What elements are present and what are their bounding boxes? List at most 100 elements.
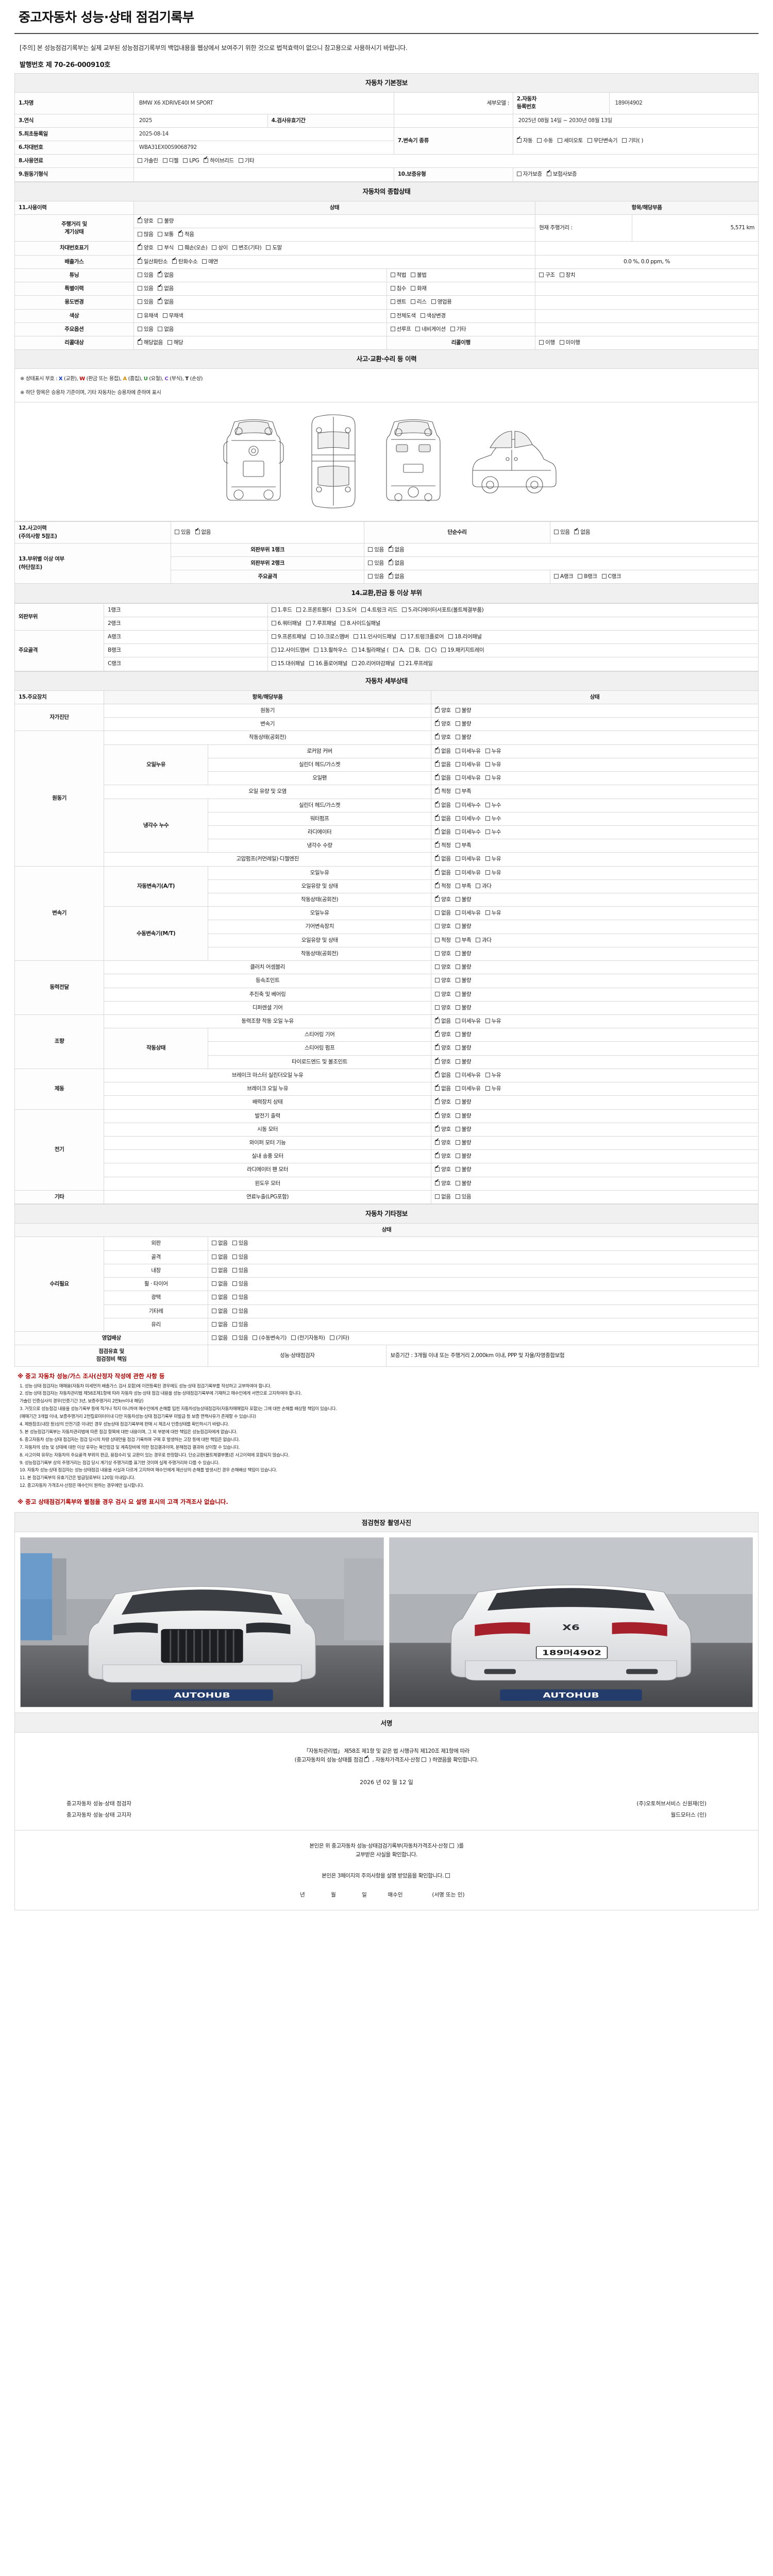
detail-2-0-checkbox-0[interactable] [435,868,440,875]
mileage-amount-list-option-0[interactable]: 많음 [137,231,154,239]
exchange-3-checkbox-4[interactable] [409,648,414,653]
repair-3-checkbox-1[interactable] [232,1281,237,1286]
color-a-list-checkbox-1[interactable] [162,313,167,318]
repair-4-option-0[interactable]: 없음 [212,1294,228,1301]
paint-list-checkbox-4[interactable] [329,1335,334,1340]
detail-6-5-checkbox-1[interactable] [455,1180,460,1185]
detail-6-3-checkbox-0[interactable] [435,1151,440,1159]
tuning-c-list-option-0[interactable]: 구조 [539,272,555,279]
repair-6-option-0[interactable]: 없음 [212,1321,228,1329]
rank1-list-option-0[interactable]: 있음 [368,546,384,554]
detail-2-0-option-1[interactable]: 미세누유 [455,869,481,877]
repair-6-checkbox-1[interactable] [232,1321,237,1327]
detail-1-2-option-1[interactable]: 미세누유 [455,761,481,769]
detail-4-2-option-1[interactable]: 불량 [455,1044,472,1052]
warranty-options-list-checkbox-1[interactable] [546,170,551,177]
exchange-0-checkbox-0[interactable] [271,607,276,612]
mileage-quality-list-checkbox-0[interactable] [137,216,142,223]
detail-6-2-checkbox-1[interactable] [455,1140,460,1145]
paint-list-option-3[interactable]: (전기자동차) [291,1334,325,1342]
frame-rank-list-checkbox-2[interactable] [601,574,607,579]
frame-list-option-0[interactable]: 있음 [368,573,384,581]
detail-6-5-option-0[interactable]: 양호 [435,1179,451,1188]
mileage-amount-list-option-1[interactable]: 보통 [158,231,174,239]
detail-6-4-checkbox-1[interactable] [455,1167,460,1172]
simple-repair-list-option-1[interactable]: 없음 [574,528,590,536]
recall-a-list-checkbox-1[interactable] [167,340,172,345]
vin-mark-list-checkbox-3[interactable] [212,245,217,250]
repair-6-checkbox-0[interactable] [212,1321,217,1327]
detail-0-0-option-0[interactable]: 양호 [435,706,451,715]
detail-1-9-checkbox-0[interactable] [435,854,440,861]
trans-options-list-checkbox-2[interactable] [557,138,562,143]
detail-3-0-option-0[interactable]: 양호 [435,963,451,971]
tuning-b-list-option-1[interactable]: 불법 [411,272,427,279]
mileage-amount-list-option-2[interactable]: 적음 [178,230,194,239]
tuning-a-list-option-1[interactable]: 없음 [158,270,174,279]
vin-mark-list-checkbox-4[interactable] [232,245,237,250]
detail-6-4-option-1[interactable]: 불량 [455,1166,472,1174]
rank1-list-checkbox-0[interactable] [368,547,373,552]
recall-b-list-option-1[interactable]: 미이행 [559,339,580,347]
detail-3-1-option-1[interactable]: 불량 [455,977,472,985]
detail-6-1-checkbox-1[interactable] [455,1126,460,1131]
repair-3-option-1[interactable]: 있음 [232,1280,248,1288]
frame-list-option-1[interactable]: 없음 [388,572,405,581]
detail-1-0-option-0[interactable]: 양호 [435,733,451,741]
detail-1-7-checkbox-1[interactable] [455,829,460,834]
detail-2-0-option-0[interactable]: 없음 [435,868,451,877]
fuel-options-list-checkbox-1[interactable] [162,158,167,163]
tuning-b-list-option-0[interactable]: 적법 [390,272,406,279]
vin-mark-list-option-4[interactable]: 변조(기타) [232,244,262,252]
detail-2-1-checkbox-1[interactable] [455,883,460,888]
detail-1-3-option-2[interactable]: 누유 [485,774,501,782]
vin-mark-list-option-3[interactable]: 상이 [212,244,228,252]
detail-0-1-option-0[interactable]: 양호 [435,719,451,728]
trans-options-list-option-1[interactable]: 수동 [537,137,553,145]
exchange-4-checkbox-2[interactable] [351,661,357,666]
detail-1-2-option-2[interactable]: 누유 [485,761,501,769]
exchange-3-checkbox-6[interactable] [441,648,446,653]
detail-5-0-checkbox-2[interactable] [485,1072,490,1077]
detail-1-1-checkbox-2[interactable] [485,748,490,753]
exchange-2-option-3[interactable]: 17.트렁크플로어 [401,633,444,641]
exchange-1-checkbox-1[interactable] [306,620,311,625]
detail-2-5-option-1[interactable]: 부족 [455,937,472,944]
rank1-list-option-1[interactable]: 없음 [388,545,405,554]
vin-mark-list-checkbox-5[interactable] [266,245,271,250]
paint-list-option-0[interactable]: 없음 [212,1334,228,1342]
detail-1-7-checkbox-0[interactable] [435,827,440,834]
detail-1-9-checkbox-1[interactable] [455,856,460,861]
rank2-list-checkbox-1[interactable] [388,558,393,565]
detail-1-1-option-1[interactable]: 미세누유 [455,748,481,755]
detail-3-1-option-0[interactable]: 양호 [435,977,451,985]
exchange-3-option-5[interactable]: C) [425,647,437,654]
exchange-2-option-1[interactable]: 10.크로스맴버 [311,633,349,641]
detail-2-3-option-2[interactable]: 누유 [485,909,501,917]
exchange-1-checkbox-2[interactable] [341,620,346,625]
emission-list-checkbox-2[interactable] [202,259,207,264]
trans-options-list-checkbox-4[interactable] [622,138,627,143]
detail-0-0-checkbox-0[interactable] [435,706,440,713]
vin-mark-list-option-5[interactable]: 도말 [266,244,282,252]
tuning-b-list-checkbox-0[interactable] [390,272,395,277]
detail-6-2-checkbox-0[interactable] [435,1138,440,1145]
simple-repair-list-checkbox-0[interactable] [553,529,559,534]
repair-5-option-1[interactable]: 있음 [232,1308,248,1315]
detail-5-1-option-1[interactable]: 미세누유 [455,1085,481,1093]
accident-history-list-option-0[interactable]: 있음 [175,529,191,536]
repair-2-option-1[interactable]: 있음 [232,1267,248,1275]
emission-list-checkbox-1[interactable] [172,257,177,264]
detail-4-0-checkbox-0[interactable] [435,1016,440,1023]
trans-options-list-option-0[interactable]: 자동 [516,136,533,145]
option-b-list-option-2[interactable]: 기타 [450,326,466,333]
detail-3-3-checkbox-1[interactable] [455,1005,460,1010]
color-b-list-checkbox-1[interactable] [420,313,425,318]
detail-3-0-checkbox-1[interactable] [455,964,460,970]
detail-2-0-option-2[interactable]: 누유 [485,869,501,877]
detail-4-1-checkbox-1[interactable] [455,1032,460,1037]
special-a-list-checkbox-1[interactable] [158,284,163,291]
detail-5-2-option-0[interactable]: 양호 [435,1097,451,1106]
detail-2-4-checkbox-1[interactable] [455,924,460,929]
detail-5-2-checkbox-1[interactable] [455,1099,460,1105]
